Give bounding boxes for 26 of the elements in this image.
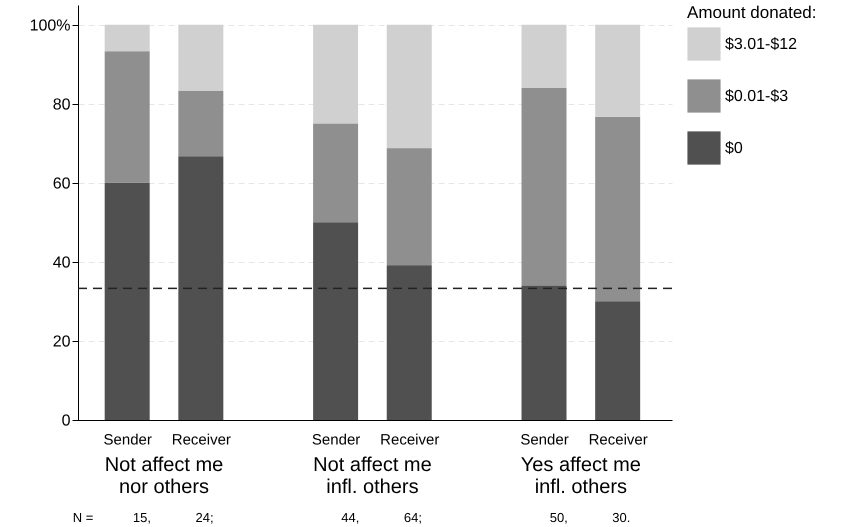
legend-title: Amount donated: (687, 3, 816, 22)
x-tick-label: Receiver (588, 432, 648, 448)
x-tick-label: Sender (312, 432, 360, 448)
y-tick-label: 20 (52, 333, 71, 350)
legend-label: $0.01-$3 (725, 88, 788, 105)
y-tick-label: 60 (52, 175, 71, 192)
text: 50, (550, 510, 568, 525)
y-tick-label: 40 (52, 254, 71, 272)
text: N = (72, 510, 94, 525)
x-tick-label: Receiver (380, 432, 440, 448)
y-tick-label: 0 (62, 412, 71, 430)
text: 15, (132, 510, 151, 525)
x-tick-label: Receiver (172, 432, 231, 448)
text: Not affect me infl. others (313, 454, 432, 498)
x-tick-label: Sender (104, 432, 152, 448)
text: 64; (404, 510, 422, 525)
legend-label: $3.01-$12 (725, 36, 798, 53)
text: 44, (341, 510, 360, 525)
text: Not affect me nor others (104, 454, 224, 498)
text: 30. (612, 510, 630, 525)
y-tick-label: 100% (30, 17, 70, 34)
y-tick-label: 80 (52, 96, 71, 114)
legend-label: $0 (725, 140, 743, 157)
text: Yes affect me infl. others (520, 454, 641, 498)
x-tick-label: Sender (520, 432, 569, 448)
text: 24; (195, 510, 214, 525)
